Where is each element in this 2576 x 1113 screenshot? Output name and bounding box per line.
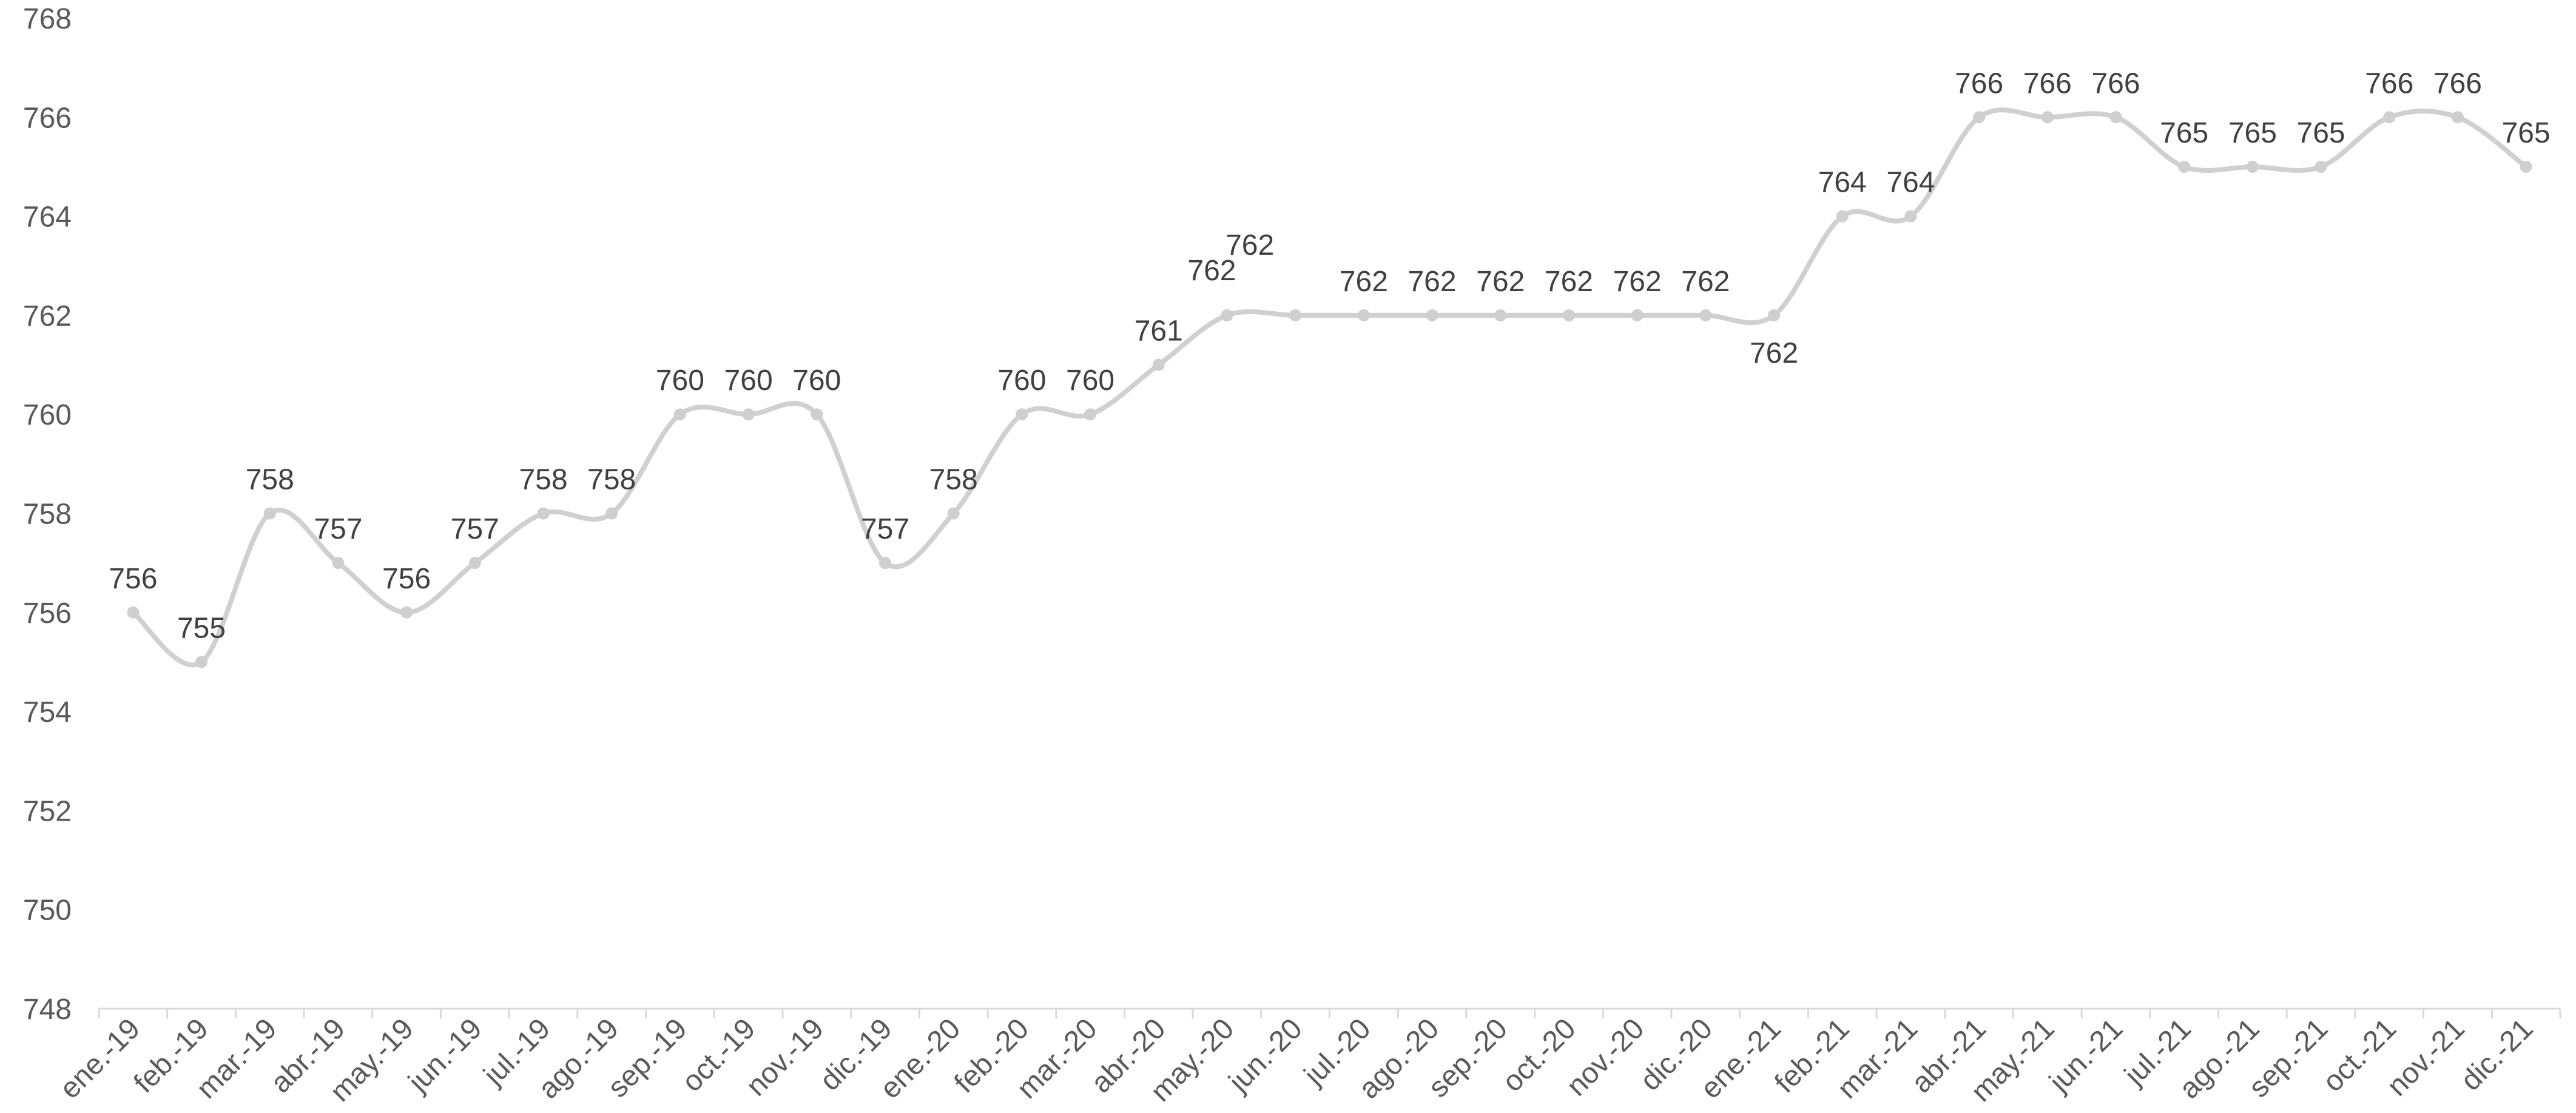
data-label: 756 bbox=[109, 563, 157, 595]
data-label: 756 bbox=[382, 563, 431, 595]
data-point bbox=[1357, 309, 1370, 321]
data-label: 762 bbox=[1187, 255, 1236, 287]
data-point bbox=[195, 656, 208, 668]
data-point bbox=[811, 408, 823, 421]
x-tick-label: jun.-20 bbox=[1222, 1012, 1309, 1099]
data-point bbox=[878, 557, 891, 570]
x-tick-label: nov.-19 bbox=[740, 1012, 830, 1102]
data-point bbox=[263, 507, 276, 520]
y-tick-label: 754 bbox=[23, 696, 72, 728]
data-label: 766 bbox=[1955, 67, 2003, 99]
data-point bbox=[1221, 309, 1233, 321]
data-label: 755 bbox=[177, 612, 226, 644]
data-point bbox=[2315, 160, 2327, 173]
y-tick-label: 768 bbox=[23, 3, 72, 35]
y-tick-label: 756 bbox=[23, 597, 72, 630]
data-label: 757 bbox=[861, 513, 909, 545]
data-point bbox=[1768, 309, 1781, 321]
data-label: 765 bbox=[2160, 117, 2208, 149]
data-label: 762 bbox=[1476, 266, 1525, 298]
data-label: 762 bbox=[1613, 266, 1662, 298]
data-label: 766 bbox=[2365, 67, 2413, 99]
data-label: 764 bbox=[1886, 167, 1935, 199]
data-label: 761 bbox=[1135, 315, 1183, 348]
x-tick-label: jun.-21 bbox=[2043, 1012, 2129, 1099]
data-point bbox=[1289, 309, 1302, 321]
data-point bbox=[947, 507, 960, 520]
data-labels: 756 755 758 757 756 757 758 758 760 760 760 757 758 7… bbox=[109, 67, 2550, 644]
x-axis-ticks: ene.-19feb.-19mar.-19abr.-19may.-19jun.-… bbox=[54, 1009, 2561, 1108]
data-label: 758 bbox=[246, 464, 294, 496]
data-label: 757 bbox=[451, 513, 499, 545]
y-tick-label: 760 bbox=[23, 399, 72, 431]
y-tick-label: 748 bbox=[23, 994, 72, 1026]
x-tick-label: jun.-19 bbox=[402, 1012, 488, 1099]
data-point bbox=[468, 557, 481, 570]
x-tick-label: dic.-21 bbox=[2455, 1012, 2539, 1097]
data-point bbox=[1016, 408, 1028, 421]
data-point bbox=[332, 557, 345, 570]
data-point bbox=[1631, 309, 1644, 321]
x-tick-label: nov.-21 bbox=[2381, 1012, 2471, 1102]
data-label: 760 bbox=[656, 365, 704, 397]
y-tick-label: 758 bbox=[23, 499, 72, 531]
data-point bbox=[1152, 358, 1165, 371]
data-point bbox=[400, 606, 413, 619]
y-tick-label: 762 bbox=[23, 300, 72, 332]
x-tick-label: ene.-19 bbox=[54, 1012, 147, 1105]
data-label: 760 bbox=[997, 365, 1046, 397]
data-label: 762 bbox=[1340, 266, 1388, 298]
data-point bbox=[2178, 160, 2191, 173]
data-label: 758 bbox=[587, 464, 636, 496]
data-point bbox=[2246, 160, 2259, 173]
data-point bbox=[1973, 111, 1986, 124]
data-label: 765 bbox=[2297, 117, 2345, 149]
data-point bbox=[1699, 309, 1712, 321]
series-line bbox=[130, 107, 2529, 668]
data-point bbox=[1904, 210, 1917, 223]
data-label: 757 bbox=[314, 513, 362, 545]
data-point bbox=[742, 408, 755, 421]
data-point bbox=[2383, 111, 2396, 124]
data-label: 762 bbox=[1750, 337, 1798, 369]
x-tick-label: nov.-20 bbox=[1560, 1012, 1650, 1102]
data-point bbox=[127, 606, 140, 619]
data-label: 758 bbox=[519, 464, 567, 496]
data-label: 762 bbox=[1408, 266, 1456, 298]
data-label: 762 bbox=[1681, 266, 1730, 298]
data-label: 762 bbox=[1545, 266, 1593, 298]
data-point bbox=[1562, 309, 1575, 321]
data-label: 760 bbox=[1066, 365, 1114, 397]
data-label: 764 bbox=[1818, 167, 1867, 199]
y-tick-label: 766 bbox=[23, 102, 72, 134]
y-tick-label: 750 bbox=[23, 895, 72, 927]
data-point bbox=[2041, 111, 2054, 124]
data-points bbox=[127, 111, 2532, 668]
data-label: 762 bbox=[1226, 229, 1274, 261]
data-point bbox=[1084, 408, 1097, 421]
data-point bbox=[537, 507, 550, 520]
data-label: 758 bbox=[929, 464, 978, 496]
data-point bbox=[2451, 111, 2464, 124]
data-point bbox=[1494, 309, 1507, 321]
data-label: 765 bbox=[2502, 117, 2551, 149]
data-point bbox=[673, 408, 686, 421]
y-tick-label: 752 bbox=[23, 795, 72, 827]
data-label: 766 bbox=[2091, 67, 2140, 99]
y-tick-label: 764 bbox=[23, 201, 72, 234]
data-point bbox=[2109, 111, 2122, 124]
data-point bbox=[2520, 160, 2532, 173]
data-label: 766 bbox=[2023, 67, 2072, 99]
data-point bbox=[1426, 309, 1438, 321]
data-label: 766 bbox=[2433, 67, 2482, 99]
data-label: 760 bbox=[792, 365, 841, 397]
data-label: 760 bbox=[724, 365, 773, 397]
data-label: 765 bbox=[2228, 117, 2277, 149]
data-point bbox=[1836, 210, 1849, 223]
y-axis-ticks: 748 750 752 754 756 758 760 762 764 766 768 bbox=[23, 3, 72, 1026]
data-point bbox=[605, 507, 618, 520]
